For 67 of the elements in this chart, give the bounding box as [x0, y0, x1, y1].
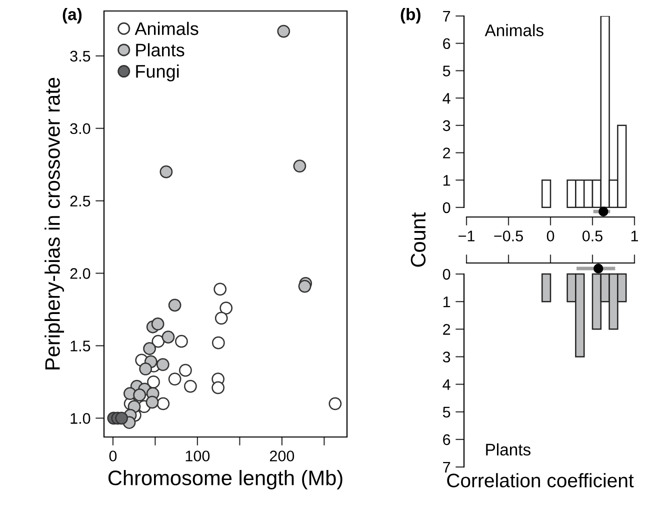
point — [214, 312, 228, 325]
point — [168, 298, 182, 312]
y-tick-label: 4 — [442, 379, 450, 390]
legend-label: Fungi — [136, 64, 179, 82]
point — [146, 396, 159, 409]
point — [160, 165, 173, 178]
y-tick-label: 1.5 — [70, 340, 90, 352]
annotation: Plants — [486, 443, 530, 456]
y-tick-label: 4 — [442, 93, 450, 104]
x-tick-label: 0 — [546, 230, 554, 242]
point — [277, 24, 290, 38]
y-axis-title: Periphery-bias in crossover rate — [44, 78, 64, 370]
x-axis-title: Chromosome length (Mb) — [108, 470, 342, 490]
point — [143, 342, 156, 356]
y-tick-label: 3.0 — [70, 123, 90, 134]
annotation: Animals — [484, 24, 544, 36]
x-tick-label: 200 — [270, 450, 294, 462]
point — [139, 362, 152, 376]
y-tick-label: 7 — [443, 462, 450, 473]
point — [212, 336, 225, 350]
y-axis-title: Count — [410, 212, 426, 267]
y-tick-label: 5 — [442, 406, 450, 418]
y-tick-label: 0 — [442, 202, 450, 214]
point — [214, 282, 227, 296]
y-tick-label: 2 — [443, 148, 450, 158]
point — [298, 280, 312, 293]
x-tick-label: 0.5 — [582, 230, 602, 242]
point — [179, 364, 192, 377]
x-axis-title: Correlation coefficient — [447, 473, 634, 488]
x-tick-label: −1 — [458, 230, 474, 242]
x-tick-label: −0.5 — [494, 230, 523, 242]
point — [168, 372, 182, 386]
y-tick-label: 1.0 — [70, 413, 90, 424]
y-tick-label: 6 — [443, 38, 450, 50]
y-tick-label: 3 — [442, 120, 450, 132]
y-tick-label: 7 — [443, 11, 450, 22]
y-tick-label: 1 — [443, 296, 450, 308]
y-tick-label: 2 — [443, 324, 450, 335]
y-tick-label: 1 — [443, 175, 450, 186]
point — [156, 358, 170, 371]
point — [152, 334, 165, 348]
x-tick-label: 0 — [109, 450, 117, 462]
point — [184, 380, 197, 393]
y-tick-label: 6 — [443, 434, 450, 446]
point — [151, 318, 164, 330]
y-tick-label: 2.0 — [70, 268, 90, 279]
point — [212, 381, 224, 394]
point — [156, 397, 170, 410]
chart-title: (b) — [400, 8, 420, 24]
point — [133, 388, 146, 402]
legend-label: Animals — [134, 22, 198, 36]
point — [162, 330, 175, 344]
point — [115, 412, 128, 425]
y-tick-label: 3 — [442, 352, 450, 362]
point — [220, 302, 233, 314]
y-tick-label: 0 — [442, 268, 450, 280]
y-tick-label: 2.5 — [70, 196, 90, 207]
legend-label: Plants — [136, 43, 184, 56]
x-tick-label: 1 — [631, 230, 638, 242]
y-tick-label: 3.5 — [70, 50, 90, 62]
chart-title: (a) — [62, 8, 82, 24]
point — [293, 160, 306, 172]
x-tick-label: 100 — [186, 450, 210, 462]
point — [328, 397, 342, 410]
y-tick-label: 5 — [442, 66, 450, 76]
point — [175, 334, 188, 348]
point — [147, 376, 160, 388]
